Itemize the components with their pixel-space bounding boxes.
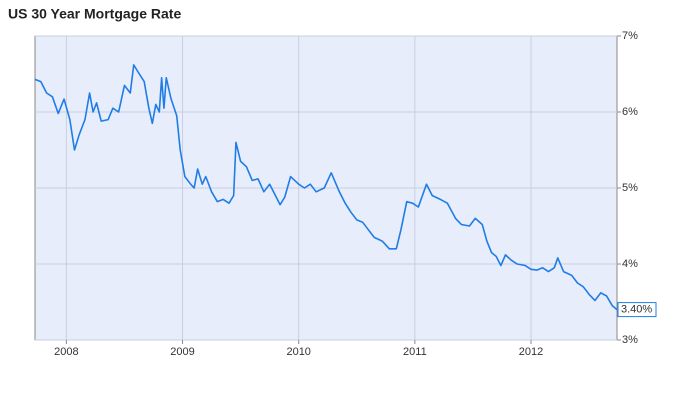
y-tick-label: 7% xyxy=(622,30,638,42)
x-tick-label: 2010 xyxy=(286,346,310,358)
chart-title: US 30 Year Mortgage Rate xyxy=(8,6,181,22)
x-tick-label: 2012 xyxy=(519,346,543,358)
value-label: 3.40% xyxy=(621,304,652,316)
y-tick-label: 3% xyxy=(622,334,638,346)
x-tick-label: 2009 xyxy=(170,346,194,358)
x-tick-label: 2011 xyxy=(403,346,427,358)
x-tick-label: 2008 xyxy=(54,346,78,358)
y-tick-label: 5% xyxy=(622,182,638,194)
value-label-box xyxy=(617,302,657,318)
y-tick-label: 4% xyxy=(622,258,638,270)
line-series xyxy=(34,64,618,311)
y-tick-label: 6% xyxy=(622,106,638,118)
